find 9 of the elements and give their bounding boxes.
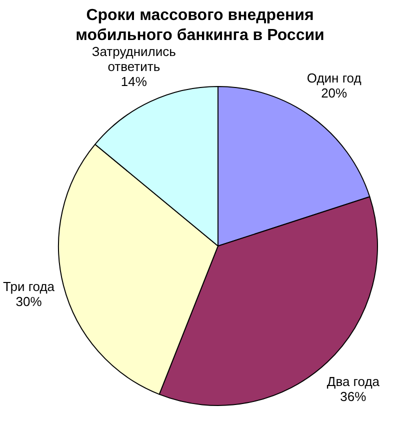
data-label: 14% — [120, 74, 148, 89]
slice-label: Затруднились ответить — [92, 44, 176, 74]
data-label: 20% — [321, 85, 348, 100]
slice-label: Три года — [3, 279, 56, 294]
data-label: 30% — [16, 294, 42, 310]
slice-label: Два года — [326, 374, 380, 390]
chart-title: Сроки массового внедрения мобильного банкинга в России — [74, 6, 326, 46]
slice-label: Один год — [306, 70, 362, 86]
data-label: 36% — [340, 389, 367, 404]
